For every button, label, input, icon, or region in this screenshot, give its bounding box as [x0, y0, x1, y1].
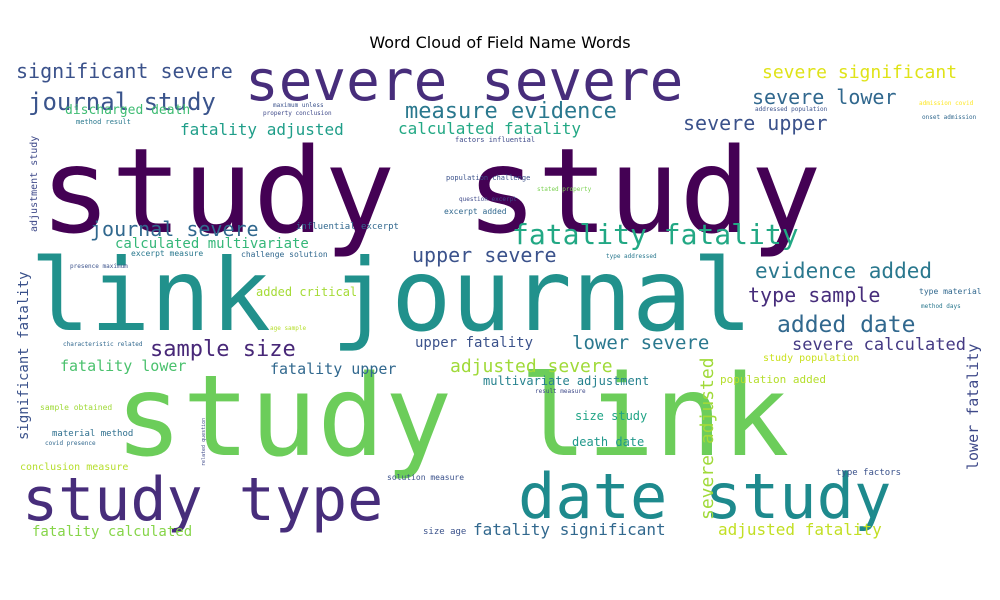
word-significant-severe: significant severe [16, 59, 233, 83]
word-size-study: size study [575, 409, 647, 423]
word-adjusted-severe: adjusted severe [450, 356, 613, 377]
word-question-excerpt: question excerpt [459, 196, 517, 203]
word-material-method: material method [52, 429, 133, 439]
word-lower-severe: lower severe [572, 332, 709, 354]
word-multivariate-adjustment: multivariate adjustment [483, 374, 649, 388]
chart-title: Word Cloud of Field Name Words [369, 33, 631, 52]
word-date-study: date study [518, 460, 891, 533]
word-journal-severe: journal severe [90, 217, 259, 241]
word-maximum-unless: maximum unless [273, 102, 324, 109]
word-study-link: study link [115, 352, 789, 482]
word-fatality-fatality: fatality fatality [512, 218, 799, 251]
word-fatality-significant: fatality significant [473, 520, 666, 539]
word-type-sample: type sample [748, 283, 880, 307]
word-stated-property: stated property [537, 186, 592, 193]
word-type-material: type material [919, 287, 982, 296]
word-severe-significant: severe significant [762, 62, 957, 83]
word-death-date: death date [572, 435, 644, 449]
word-excerpt-added: excerpt added [444, 207, 507, 216]
word-study-study: study study [40, 122, 821, 260]
word-severe-severe: severe severe [245, 49, 683, 114]
word-calculated-multivariate: calculated multivariate [115, 236, 309, 252]
word-population-added: population added [720, 373, 826, 386]
word-severe-adjusted: severe adjusted [697, 357, 718, 520]
word-addressed-population: addressed population [755, 106, 828, 113]
word-calculated-fatality: calculated fatality [398, 119, 581, 138]
word-severe-lower: severe lower [752, 85, 897, 109]
word-upper-fatality: upper fatality [415, 335, 533, 351]
word-factors-influential: factors influential [455, 136, 535, 144]
word-covid-presence: covid presence [45, 440, 96, 447]
word-link-journal: link journal [30, 237, 752, 354]
word-added-critical: added critical [256, 285, 357, 299]
word-evidence-added: evidence added [755, 259, 932, 283]
word-severe-upper: severe upper [683, 111, 828, 135]
word-onset-admission: onset admission [922, 114, 977, 121]
word-added-date: added date [777, 312, 915, 338]
word-discharged-death: discharged death [65, 103, 190, 118]
word-fatality-lower: fatality lower [60, 357, 186, 375]
word-conclusion-measure: conclusion measure [20, 462, 128, 473]
word-solution-measure: solution measure [387, 473, 464, 482]
word-adjusted-fatality: adjusted fatality [718, 520, 882, 539]
word-admission-covid: admission covid [919, 100, 974, 107]
word-severe-calculated: severe calculated [792, 335, 966, 355]
word-challenge-solution: challenge solution [241, 250, 328, 259]
word-journal-study: journal study [28, 88, 216, 116]
word-age-sample: age sample [270, 325, 307, 332]
word-adjustment-study: adjustment study [29, 136, 40, 232]
word-significant-fatality: significant fatality [16, 271, 32, 440]
word-excerpt-measure: excerpt measure [131, 249, 203, 258]
word-result-measure: result measure [535, 388, 586, 395]
word-measure-evidence: measure evidence [405, 99, 617, 124]
word-study-type: study type [22, 465, 383, 535]
word-characteristic-related: characteristic related [63, 341, 143, 348]
word-method-days: method days [921, 303, 961, 310]
word-method-result: method result [76, 118, 131, 126]
word-upper-severe: upper severe [412, 243, 557, 267]
word-fatality-upper: fatality upper [270, 360, 396, 378]
word-sample-size: sample size [150, 337, 296, 362]
word-type-factors: type factors [836, 468, 901, 478]
word-sample-obtained: sample obtained [40, 403, 112, 412]
word-type-addressed: type addressed [606, 253, 657, 260]
word-fatality-adjusted: fatality adjusted [180, 120, 344, 139]
word-presence-maximum: presence maximum [70, 263, 128, 270]
word-fatality-calculated: fatality calculated [32, 524, 192, 540]
word-size-age: size age [423, 527, 466, 537]
word-study-population: study population [763, 353, 859, 364]
word-influential-excerpt: influential excerpt [296, 222, 399, 232]
word-property-conclusion: property conclusion [263, 110, 332, 117]
word-related-question: related question [201, 418, 207, 466]
word-population-challenge: population challenge [446, 174, 530, 182]
word-lower-fatality: lower fatality [964, 344, 982, 470]
